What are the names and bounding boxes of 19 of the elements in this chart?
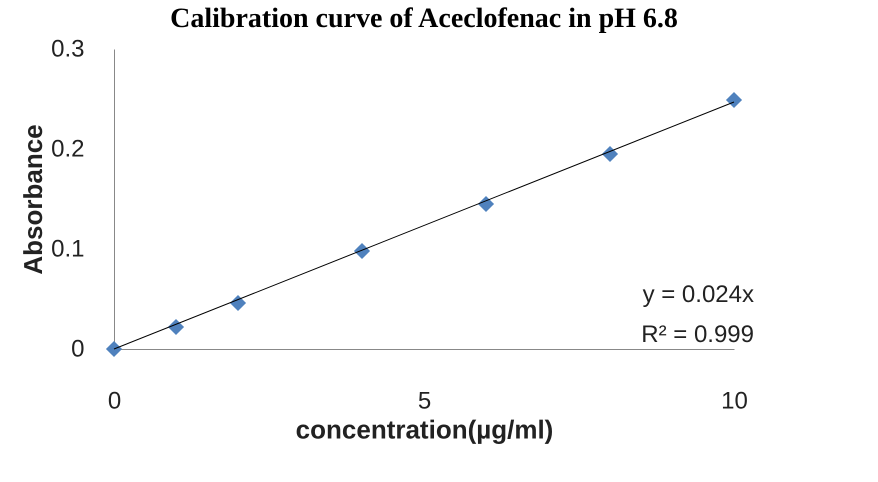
annotation: R² = 0.999 (641, 321, 754, 348)
point (106, 340, 122, 358)
y-axis-title: Absorbance (18, 124, 48, 275)
point (168, 318, 184, 336)
point (230, 294, 246, 312)
x-tick-label: 10 (721, 388, 748, 414)
point (602, 146, 618, 162)
x-tick-label: 5 (418, 388, 432, 414)
x-axis-title: concentration(µg/ml) (296, 414, 554, 444)
point (478, 196, 494, 212)
y-tick-label: 0 (71, 336, 84, 362)
chart-title: Calibration curve of Aceclofenac in pH 6.8 (170, 3, 678, 34)
point (726, 92, 742, 108)
y-tick-label: 0.2 (51, 136, 84, 162)
y-tick-label: 0.1 (51, 236, 84, 262)
x-tick-label: 0 (108, 388, 122, 414)
y-tick-label: 0.3 (51, 36, 84, 62)
annotation: y = 0.024x (642, 281, 754, 308)
point (354, 242, 370, 260)
